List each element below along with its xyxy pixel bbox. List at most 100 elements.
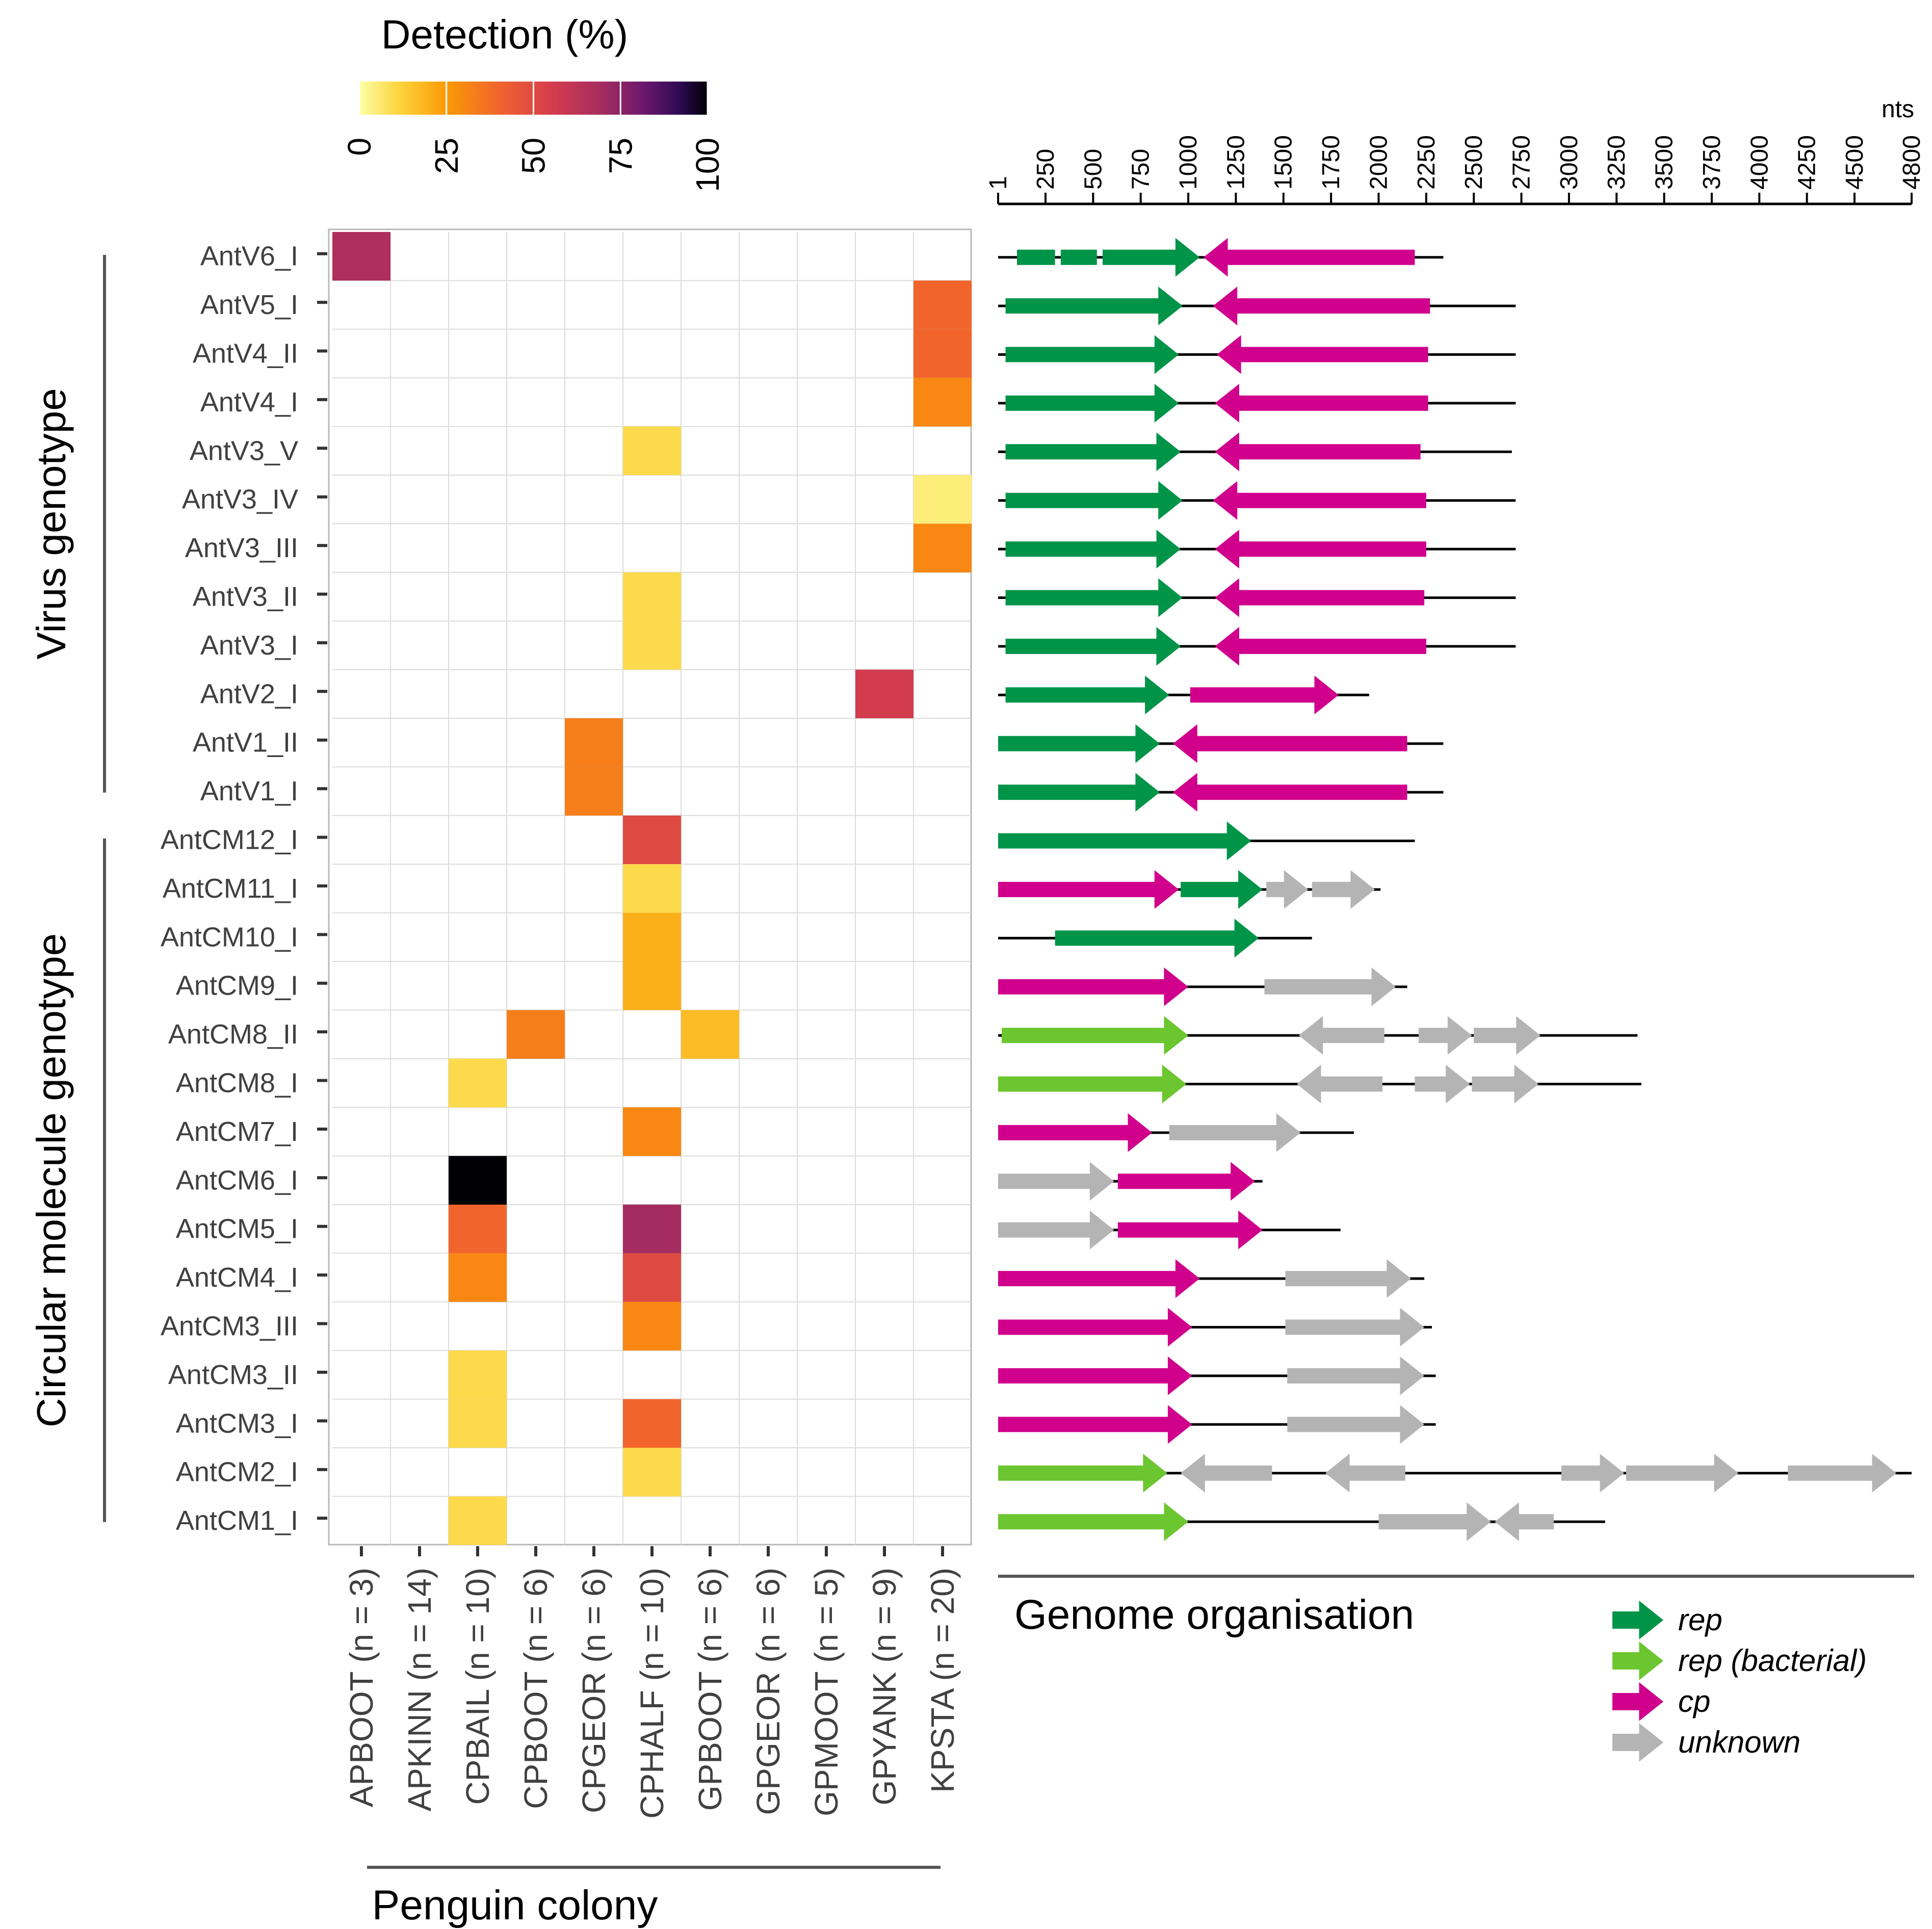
col-label-gpgeor: GPGEOR (n = 6) bbox=[750, 1568, 787, 1815]
row-label-antv3-iii: AntV3_III bbox=[185, 533, 298, 563]
row-labels: AntV6_I AntV5_I AntV4_II AntV4_I AntV3_V AntV… bbox=[161, 241, 327, 1536]
genome-axis-label-500: 500 bbox=[1080, 149, 1107, 190]
legend-arrow-unk bbox=[1612, 1723, 1663, 1762]
genome-maps bbox=[998, 238, 1912, 1542]
heatmap-cell-antcm8-i-cpbail bbox=[449, 1058, 507, 1108]
genome-row-antv3-v bbox=[998, 432, 1512, 472]
genome-row-antv4-ii bbox=[998, 335, 1516, 374]
gene-arrow-antv4-i-cp-2 bbox=[1215, 383, 1428, 423]
gene-arrow-antv4-ii-rep-1 bbox=[1005, 335, 1179, 374]
genome-axis-label-3250: 3250 bbox=[1603, 135, 1630, 190]
genome-axis-label-3000: 3000 bbox=[1556, 135, 1583, 190]
row-label-antcm3-iii: AntCM3_III bbox=[161, 1311, 298, 1342]
genome-axis: 1 250 500 750 1000 1250 1500 1750 2000 2250 2500 27… bbox=[985, 135, 1925, 205]
gene-arrow-antcm6-i-unk-1 bbox=[998, 1162, 1114, 1201]
heatmap-cell-antv4-i-kpsta bbox=[913, 378, 972, 427]
gene-arrow-antcm3-ii-unk-2 bbox=[1287, 1356, 1425, 1395]
col-label-gpboot: GPBOOT (n = 6) bbox=[692, 1568, 728, 1811]
gene-arrow-antv4-i-rep-1 bbox=[1005, 383, 1179, 423]
legend-label-unk: unknown bbox=[1678, 1725, 1800, 1759]
genome-row-antv3-i bbox=[998, 627, 1516, 666]
genome-row-antcm3-i bbox=[998, 1405, 1436, 1444]
nts-unit-label: nts bbox=[1882, 96, 1914, 123]
group-label-virus-genotype: Virus genotype bbox=[29, 388, 74, 659]
gene-arrow-antcm5-i-cp-2 bbox=[1117, 1210, 1263, 1249]
row-label-antv3-v: AntV3_V bbox=[190, 435, 298, 466]
legend-label-cp: cp bbox=[1678, 1684, 1710, 1718]
gene-arrow-antcm2-i-unk-3 bbox=[1325, 1453, 1405, 1493]
heatmap-cell-antcm1-i-cpbail bbox=[449, 1496, 507, 1545]
gene-arrow-antcm3-i-cp-1 bbox=[998, 1405, 1192, 1444]
gene-arrow-antcm9-i-cp-1 bbox=[998, 967, 1189, 1006]
gene-arrow-antv5-i-rep-1 bbox=[1005, 286, 1183, 326]
genome-row-antv3-iii bbox=[998, 530, 1516, 569]
heatmap-cell-antcm8-ii-gpboot bbox=[681, 1010, 739, 1059]
genome-row-antcm2-i bbox=[998, 1453, 1912, 1493]
col-label-kpsta: KPSTA (n = 20) bbox=[924, 1568, 961, 1793]
gene-arrow-antcm10-i-rep-1 bbox=[1055, 919, 1259, 958]
gene-arrow-antv6-i-rep-2 bbox=[1060, 249, 1097, 265]
heatmap-cells bbox=[332, 232, 972, 1545]
gene-arrow-antcm2-i-unk-5 bbox=[1626, 1453, 1739, 1493]
row-label-antcm11-i: AntCM11_I bbox=[163, 873, 298, 904]
genome-row-antv3-ii bbox=[998, 578, 1516, 617]
colorbar-ticks: 0 25 50 75 100 bbox=[341, 82, 726, 192]
genome-axis-label-2250: 2250 bbox=[1413, 135, 1440, 190]
genome-axis-label-3500: 3500 bbox=[1651, 135, 1678, 190]
col-label-apkinn: APKINN (n = 14) bbox=[401, 1568, 438, 1811]
column-labels: APBOOT (n = 3) APKINN (n = 14) CPBAIL (n =… bbox=[343, 1546, 961, 1819]
genome-row-antcm3-ii bbox=[998, 1356, 1436, 1395]
row-label-antcm12-i: AntCM12_I bbox=[161, 825, 298, 855]
legend-arrow-repb bbox=[1612, 1641, 1663, 1680]
heatmap-cell-antcm2-i-cphalf bbox=[623, 1448, 681, 1497]
row-label-antv4-i: AntV4_I bbox=[200, 387, 298, 418]
genome-organisation: nts 1 250 500 750 1000 1250 1500 1750 2000 2250 25… bbox=[985, 96, 1925, 1762]
gene-arrow-antcm7-i-cp-1 bbox=[998, 1113, 1153, 1152]
genome-row-antcm8-i bbox=[998, 1064, 1641, 1104]
gene-arrow-antcm1-i-unk-2 bbox=[1378, 1502, 1491, 1542]
gene-arrow-antcm3-i-unk-2 bbox=[1287, 1405, 1425, 1444]
gene-arrow-antcm3-iii-unk-2 bbox=[1285, 1308, 1425, 1347]
genome-row-antcm6-i bbox=[998, 1162, 1263, 1201]
col-label-gpyank: GPYANK (n = 9) bbox=[866, 1568, 903, 1806]
heatmap-cell-antcm6-i-cpbail bbox=[449, 1156, 507, 1205]
colorbar-title: Detection (%) bbox=[381, 12, 629, 57]
genome-row-antv5-i bbox=[998, 286, 1516, 326]
row-label-antv6-i: AntV6_I bbox=[200, 241, 298, 272]
genome-legend: rep rep (bacterial) cp unknown bbox=[1612, 1601, 1867, 1762]
gene-arrow-antv1-i-rep-1 bbox=[998, 773, 1160, 812]
gene-arrow-antcm12-i-rep-1 bbox=[998, 821, 1251, 861]
genome-axis-label-2500: 2500 bbox=[1460, 135, 1487, 190]
legend-arrow-cp bbox=[1612, 1682, 1663, 1721]
genome-axis-label-4500: 4500 bbox=[1841, 135, 1868, 190]
legend-label-rep: rep bbox=[1678, 1603, 1722, 1637]
row-label-antcm1-i: AntCM1_I bbox=[176, 1505, 298, 1536]
genome-row-antv1-ii bbox=[998, 724, 1444, 763]
genome-row-antcm7-i bbox=[998, 1113, 1354, 1152]
genome-axis-label-1000: 1000 bbox=[1175, 135, 1202, 190]
colorbar-tick-label-0: 0 bbox=[341, 138, 378, 156]
heatmap-cell-antcm8-ii-cpboot bbox=[507, 1010, 565, 1059]
genome-axis-label-2750: 2750 bbox=[1508, 135, 1535, 190]
gene-arrow-antv1-ii-cp-2 bbox=[1173, 724, 1407, 763]
heatmap-cell-antv1-ii-cpgeor bbox=[565, 718, 623, 767]
heatmap-cell-antv3-iii-kpsta bbox=[913, 524, 972, 572]
colorbar-legend: Detection (%) 0 25 50 75 100 bbox=[341, 12, 726, 192]
gene-arrow-antcm4-i-cp-1 bbox=[998, 1259, 1200, 1298]
gene-arrow-antcm11-i-unk-3 bbox=[1266, 870, 1309, 909]
genome-row-antv1-i bbox=[998, 773, 1444, 812]
heatmap-cell-antv6-i-apboot bbox=[332, 232, 390, 281]
row-label-antcm2-i: AntCM2_I bbox=[176, 1457, 298, 1488]
gene-arrow-antcm11-i-unk-4 bbox=[1312, 870, 1375, 909]
genome-title: Genome organisation bbox=[1014, 1592, 1414, 1638]
gene-arrow-antcm8-ii-unk-4 bbox=[1474, 1016, 1541, 1055]
colorbar-tick-label-100: 100 bbox=[689, 138, 726, 192]
genome-row-antcm10-i bbox=[998, 919, 1312, 958]
genome-row-antcm1-i bbox=[998, 1502, 1605, 1542]
colorbar-tick-label-25: 25 bbox=[428, 138, 465, 174]
genome-row-antcm11-i bbox=[998, 870, 1381, 909]
gene-arrow-antv3-iii-rep-1 bbox=[1005, 530, 1181, 569]
row-label-antv3-ii: AntV3_II bbox=[193, 582, 298, 612]
gene-arrow-antcm11-i-rep-2 bbox=[1181, 870, 1263, 909]
